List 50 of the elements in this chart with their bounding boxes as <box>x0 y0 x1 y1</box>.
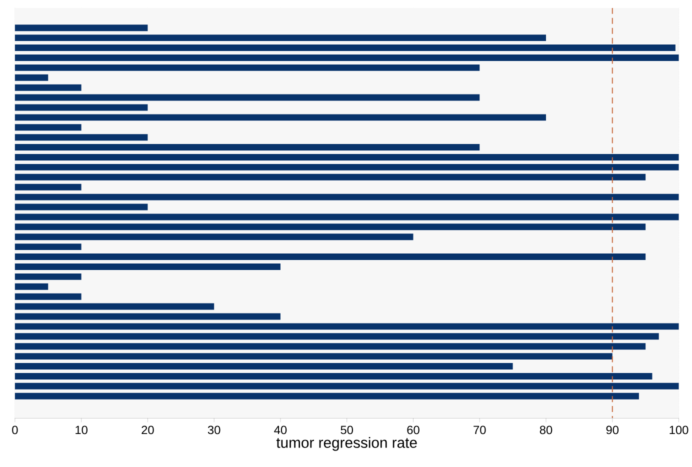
bar <box>14 124 82 131</box>
bar <box>14 64 480 72</box>
bar <box>14 204 148 210</box>
bar <box>14 284 48 290</box>
bar <box>14 363 513 370</box>
x-tick-label: 50 <box>340 426 354 434</box>
bar <box>14 74 48 81</box>
bar <box>14 343 646 350</box>
x-tick-label: 80 <box>540 426 552 434</box>
bar <box>14 94 480 101</box>
bar <box>14 244 82 250</box>
bar <box>14 104 148 111</box>
bar <box>14 154 679 161</box>
bar <box>14 174 646 180</box>
bar <box>14 84 82 91</box>
x-axis-title: tumor regression rate <box>276 437 417 451</box>
bar <box>14 313 280 320</box>
bar <box>14 383 679 390</box>
bar <box>14 234 414 240</box>
bar <box>14 353 612 360</box>
bar <box>14 164 679 171</box>
bar <box>14 24 148 32</box>
bar <box>14 323 679 330</box>
bar <box>14 373 652 380</box>
x-tick-label: 20 <box>142 426 154 434</box>
bar <box>14 184 82 190</box>
bar <box>14 114 546 121</box>
bar <box>14 224 646 230</box>
bar <box>14 264 280 270</box>
x-tick-label: 10 <box>76 426 88 434</box>
bar <box>14 293 82 300</box>
bar <box>14 34 546 42</box>
x-tick-label: 30 <box>208 426 220 434</box>
bar <box>14 44 676 52</box>
x-tick-label: 100 <box>670 426 688 434</box>
bar <box>14 333 659 340</box>
bar <box>14 144 480 151</box>
x-tick-label: 0 <box>12 426 18 434</box>
x-tick-label: 90 <box>606 426 619 434</box>
x-tick-label: 60 <box>407 426 420 434</box>
bar <box>14 134 148 141</box>
bar <box>14 274 82 280</box>
x-tick-label: 40 <box>274 426 287 434</box>
bar <box>14 54 679 62</box>
x-tick-label: 70 <box>474 426 486 434</box>
bar <box>14 254 646 260</box>
bar <box>14 392 639 400</box>
bar <box>14 303 214 310</box>
bar <box>14 214 679 220</box>
bar <box>14 194 679 200</box>
